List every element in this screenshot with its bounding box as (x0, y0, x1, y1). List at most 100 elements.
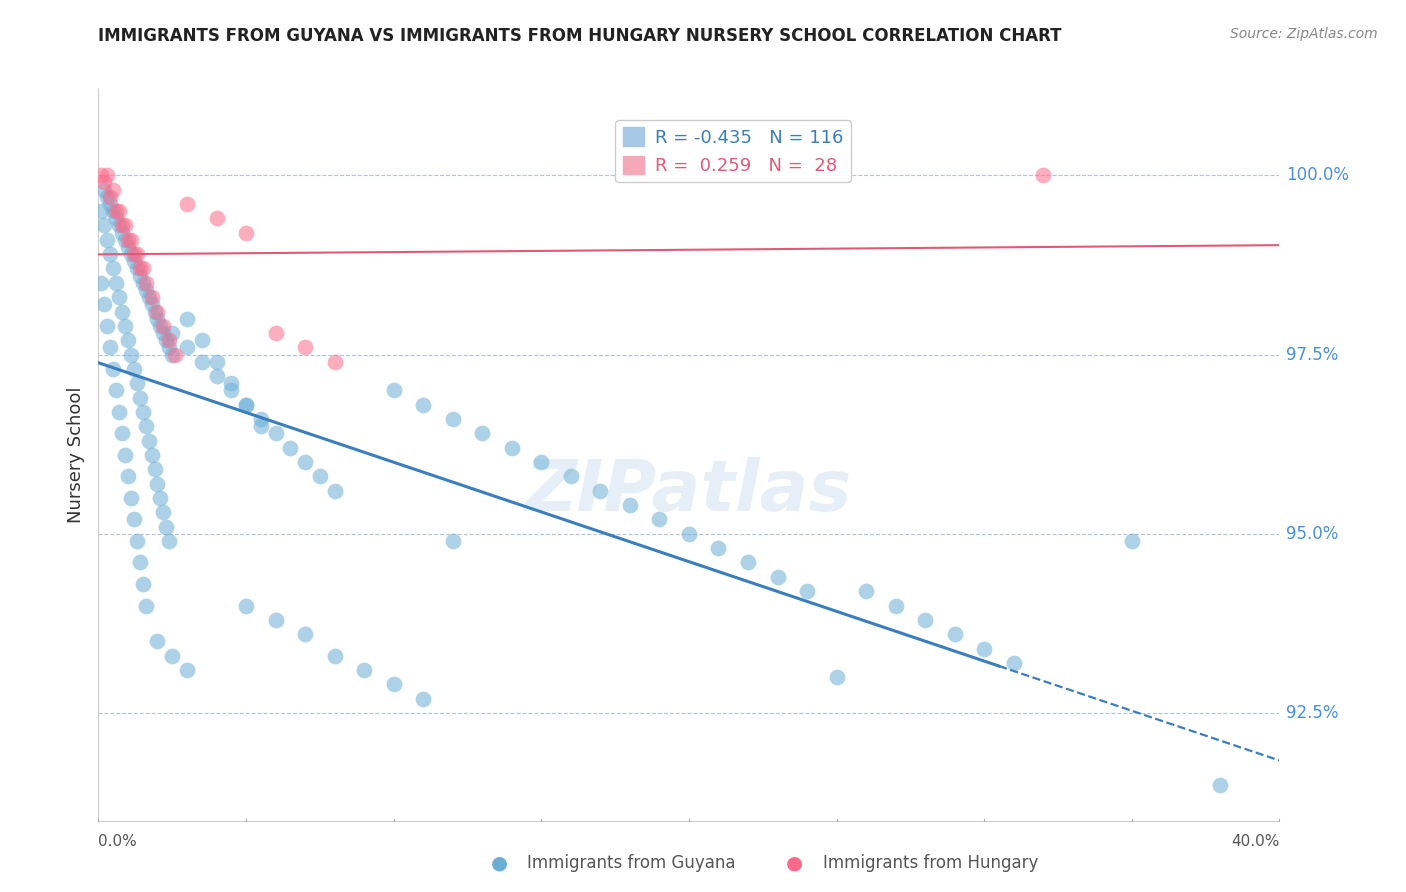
Point (141, 290, 163, 304)
Point (93, 297, 115, 311)
Point (205, 369, 228, 384)
Point (501, 441, 523, 455)
Point (125, 261, 148, 276)
Point (707, 541, 730, 556)
Point (157, 333, 180, 347)
Text: ●: ● (491, 854, 508, 872)
Point (157, 533, 180, 548)
Point (103, 204, 125, 219)
Point (412, 398, 434, 412)
Point (96, 190, 118, 204)
Point (560, 469, 582, 483)
Point (219, 384, 242, 398)
Point (323, 483, 346, 498)
Text: 97.5%: 97.5% (1286, 345, 1339, 364)
Point (155, 519, 177, 533)
Point (122, 512, 145, 526)
Point (191, 333, 214, 347)
Text: 95.0%: 95.0% (1286, 524, 1339, 543)
Point (205, 211, 228, 226)
Point (125, 533, 148, 548)
Point (309, 469, 332, 483)
Point (98, 340, 121, 354)
Text: ZIPatlas: ZIPatlas (526, 457, 852, 526)
Point (117, 240, 139, 254)
Point (117, 333, 139, 347)
Point (96, 233, 118, 247)
Point (138, 434, 160, 448)
Text: 100.0%: 100.0% (1286, 166, 1350, 185)
Point (114, 233, 136, 247)
Point (120, 491, 142, 505)
Point (796, 584, 818, 599)
Point (264, 426, 287, 441)
Point (264, 613, 287, 627)
Point (103, 183, 125, 197)
Point (825, 670, 848, 684)
Point (135, 276, 157, 290)
Point (111, 226, 134, 240)
Point (143, 462, 166, 476)
Point (146, 476, 169, 491)
Point (165, 347, 187, 361)
Point (143, 304, 166, 318)
Point (117, 469, 139, 483)
Point (176, 311, 198, 326)
Point (149, 318, 172, 333)
Point (111, 426, 134, 441)
Point (90, 276, 112, 290)
Point (146, 304, 169, 318)
Point (235, 398, 257, 412)
Point (914, 613, 936, 627)
Point (323, 648, 346, 663)
Point (114, 219, 136, 233)
Point (132, 405, 155, 419)
Point (135, 283, 157, 297)
Point (162, 347, 183, 361)
Point (412, 691, 434, 706)
Point (235, 599, 257, 613)
Text: Immigrants from Guyana: Immigrants from Guyana (527, 855, 735, 872)
Point (128, 556, 150, 570)
Point (678, 526, 700, 541)
Point (93, 183, 115, 197)
Point (264, 326, 287, 340)
Text: 0.0%: 0.0% (98, 834, 138, 849)
Point (90, 204, 112, 219)
Point (250, 412, 273, 426)
Point (114, 448, 136, 462)
Point (219, 376, 242, 391)
Point (96, 318, 118, 333)
Point (108, 204, 131, 219)
Point (294, 455, 316, 469)
Point (132, 276, 155, 290)
Text: ●: ● (786, 854, 803, 872)
Point (122, 254, 145, 268)
Point (1032, 168, 1054, 182)
Point (323, 354, 346, 368)
Point (1002, 656, 1025, 670)
Point (114, 318, 136, 333)
Point (943, 627, 966, 641)
Point (155, 333, 177, 347)
Point (1121, 533, 1143, 548)
Point (105, 211, 128, 226)
Point (353, 663, 375, 677)
Point (855, 584, 877, 599)
Point (98, 247, 121, 261)
Point (141, 448, 163, 462)
Point (132, 577, 155, 591)
Point (128, 268, 150, 283)
Legend: R = -0.435   N = 116, R =  0.259   N =  28: R = -0.435 N = 116, R = 0.259 N = 28 (616, 120, 851, 182)
Point (108, 219, 131, 233)
Text: IMMIGRANTS FROM GUYANA VS IMMIGRANTS FROM HUNGARY NURSERY SCHOOL CORRELATION CHA: IMMIGRANTS FROM GUYANA VS IMMIGRANTS FRO… (98, 27, 1062, 45)
Point (125, 376, 148, 391)
Point (120, 247, 142, 261)
Point (589, 483, 612, 498)
Text: Immigrants from Hungary: Immigrants from Hungary (823, 855, 1038, 872)
Point (128, 391, 150, 405)
Point (138, 290, 160, 304)
Point (108, 405, 131, 419)
Point (176, 197, 198, 211)
Point (120, 233, 142, 247)
